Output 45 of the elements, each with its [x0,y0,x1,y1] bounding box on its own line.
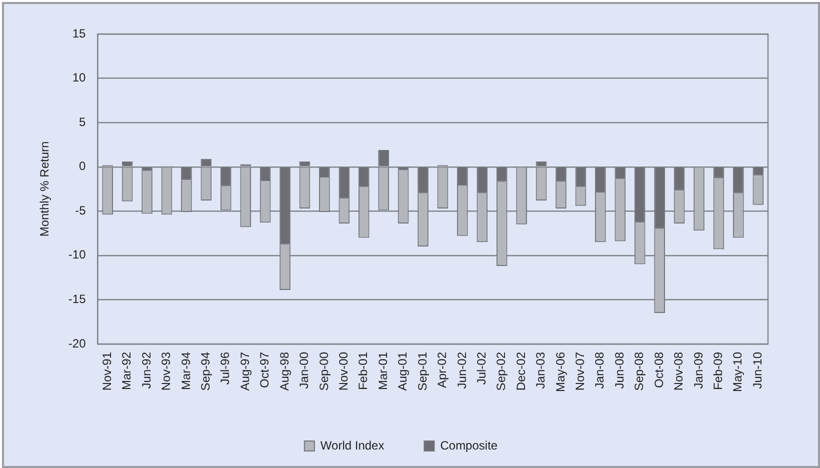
x-tick-label: Sep-02 [494,352,508,391]
x-tick-label: Dec-02 [514,352,528,391]
y-tick-label: -15 [68,292,86,306]
x-tick-label: Mar-94 [178,352,193,390]
x-tick-label: May-06 [553,352,568,392]
x-tick-label: Jun-10 [750,352,764,389]
x-tick-label: Jan-09 [691,352,706,389]
y-tick-label: 15 [72,26,86,40]
x-tick-label: Feb-01 [356,352,370,390]
x-tick-label: May-10 [730,352,745,392]
y-tick-label: -10 [68,248,86,262]
x-tick-label: Nov-08 [672,352,686,391]
x-tick-label: Aug-97 [238,352,252,391]
y-tick-label: 5 [79,114,86,129]
x-tick-label: Mar-01 [376,352,390,390]
x-tick-label: Jul-96 [218,352,232,385]
x-tick-label: Feb-09 [711,352,726,390]
x-tick-label: Aug-01 [396,352,410,391]
x-tick-label: Jun-08 [612,352,626,389]
x-tick-label: Sep-94 [198,352,212,391]
x-tick-label: Nov-00 [336,352,350,391]
y-tick-label: -5 [75,203,86,218]
x-tick-label: Jun-02 [454,352,469,389]
x-tick-label: Nov-91 [100,352,114,391]
x-tick-label: Nov-07 [573,352,588,391]
legend-label: World Index [320,438,384,452]
x-tick-label: Jun-92 [139,352,154,389]
y-tick-label: -20 [68,336,86,350]
x-tick-label: Jan-03 [534,352,548,389]
x-tick-label: Oct-08 [652,352,666,388]
x-tick-label: Nov-93 [159,352,174,391]
legend-label: Composite [440,438,498,452]
y-tick-label: 0 [79,159,86,174]
x-tick-label: Apr-02 [435,352,450,388]
y-axis-title: Monthly % Return [38,141,52,237]
x-tick-label: Jan-00 [297,352,312,389]
x-tick-label: Sep-01 [415,352,430,391]
y-tick-label: 10 [72,70,86,85]
x-tick-label: Jan-08 [592,352,607,389]
x-tick-label: Sep-00 [316,352,331,391]
x-tick-label: Jul-02 [474,352,488,385]
x-tick-label: Oct-97 [258,352,272,388]
x-tick-label: Mar-92 [120,352,134,390]
x-tick-label: Aug-98 [277,352,292,391]
x-tick-label: Sep-08 [632,352,646,391]
